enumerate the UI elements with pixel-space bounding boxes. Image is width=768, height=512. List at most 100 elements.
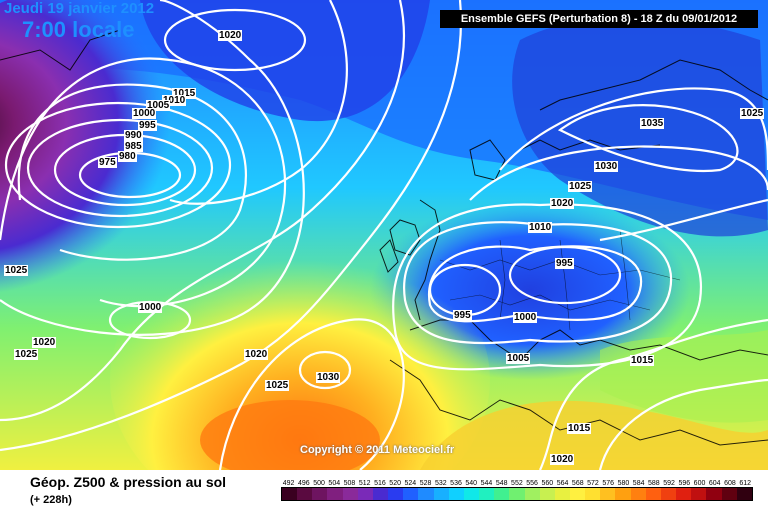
- scale-label: 492: [282, 480, 295, 487]
- isobar-label: 1020: [550, 198, 575, 209]
- isobar-label: 1030: [594, 161, 619, 172]
- isobar-label: 1005: [506, 353, 531, 364]
- scale-swatch: [691, 488, 707, 500]
- isobar-label: 1010: [528, 222, 553, 233]
- scale-swatch: [645, 488, 661, 500]
- isobar-label: 990: [124, 130, 143, 141]
- scale-label: 548: [495, 480, 508, 487]
- scale-swatch: [509, 488, 525, 500]
- geopotential-field: [0, 0, 768, 470]
- isobar-label: 1005: [146, 100, 171, 111]
- isobar-label: 1000: [138, 302, 163, 313]
- isobar-label: 1020: [32, 337, 57, 348]
- scale-swatch: [342, 488, 358, 500]
- scale-label: 600: [693, 480, 706, 487]
- scale-label: 532: [434, 480, 447, 487]
- scale-swatch: [388, 488, 404, 500]
- scale-label: 588: [648, 480, 660, 487]
- isobar-label: 1025: [265, 380, 290, 391]
- scale-label: 504: [328, 480, 341, 487]
- isobar-label: 1030: [316, 372, 341, 383]
- scale-label: 552: [511, 480, 523, 487]
- isobar-label: 1025: [568, 181, 593, 192]
- scale-swatch: [600, 488, 616, 500]
- isobar-label: 995: [138, 120, 157, 131]
- scale-swatch: [736, 488, 752, 500]
- scale-swatch: [312, 488, 328, 500]
- scale-label: 608: [724, 480, 736, 487]
- scale-label: 584: [632, 480, 645, 487]
- isobar-label: 1000: [132, 108, 157, 119]
- isobar-label: 1010: [162, 95, 187, 106]
- scale-swatch: [297, 488, 313, 500]
- scale-label: 572: [587, 480, 599, 487]
- isobar-label: 1020: [550, 454, 575, 465]
- scale-label: 612: [739, 480, 752, 487]
- scale-swatch: [676, 488, 692, 500]
- isobar-label: 1025: [14, 349, 39, 360]
- color-scale-swatches: [281, 487, 753, 501]
- copyright-text: Copyright © 2011 Meteociel.fr: [300, 444, 455, 456]
- scale-swatch: [539, 488, 555, 500]
- isobar-label: 1015: [630, 355, 655, 366]
- isobar-label: 1020: [218, 30, 243, 41]
- coastlines: [0, 29, 768, 446]
- scale-label: 512: [358, 480, 371, 487]
- scale-swatch: [721, 488, 737, 500]
- scale-swatch: [433, 488, 449, 500]
- scale-label: 576: [602, 480, 615, 487]
- forecast-lead-time: (+ 228h): [30, 494, 72, 506]
- map-title: Géop. Z500 & pression au sol: [30, 474, 227, 490]
- scale-label: 524: [404, 480, 417, 487]
- forecast-time: 7:00 locale: [22, 17, 135, 42]
- scale-swatch: [448, 488, 464, 500]
- scale-label: 500: [313, 480, 325, 487]
- scale-swatch: [403, 488, 419, 500]
- scale-label: 528: [419, 480, 432, 487]
- scale-swatch: [494, 488, 510, 500]
- isobar-label: 995: [555, 258, 574, 269]
- isobar-label: 1025: [740, 108, 765, 119]
- scale-swatch: [418, 488, 434, 500]
- isobar-label: 1025: [4, 265, 29, 276]
- scale-label: 596: [678, 480, 691, 487]
- scale-swatch: [357, 488, 373, 500]
- scale-label: 536: [450, 480, 462, 487]
- scale-swatch: [554, 488, 570, 500]
- scale-label: 568: [571, 480, 584, 487]
- scale-swatch: [585, 488, 601, 500]
- scale-swatch: [327, 488, 343, 500]
- scale-swatch: [524, 488, 540, 500]
- isobar-label: 980: [118, 151, 137, 162]
- scale-swatch: [282, 488, 298, 500]
- forecast-date: Jeudi 19 janvier 2012: [4, 0, 155, 17]
- scale-label: 592: [663, 480, 675, 487]
- scale-swatch: [615, 488, 631, 500]
- isobar-label: 1020: [244, 349, 269, 360]
- color-scale: 492 496 500 504 508 512 516 520 524 528 532 536 540 5…: [281, 480, 753, 501]
- scale-swatch: [479, 488, 495, 500]
- scale-swatch: [706, 488, 722, 500]
- scale-label: 520: [389, 480, 401, 487]
- scale-swatch: [372, 488, 389, 500]
- isobars: [0, 0, 768, 470]
- scale-label: 564: [556, 480, 569, 487]
- isobar-label: 995: [453, 310, 472, 321]
- scale-swatch: [630, 488, 646, 500]
- scale-label: 544: [480, 480, 493, 487]
- color-scale-labels: 492 496 500 504 508 512 516 520 524 528 532 536 540 5…: [281, 480, 753, 487]
- scale-label: 604: [708, 480, 721, 487]
- scale-label: 560: [541, 480, 554, 487]
- scale-label: 556: [526, 480, 538, 487]
- isobar-label: 1000: [513, 312, 538, 323]
- scale-label: 508: [343, 480, 356, 487]
- scale-swatch: [569, 488, 586, 500]
- scale-label: 580: [617, 480, 630, 487]
- model-run-label: Ensemble GEFS (Perturbation 8) - 18 Z du…: [440, 10, 758, 28]
- scale-swatch: [660, 488, 677, 500]
- isobar-label: 975: [98, 157, 117, 168]
- isobar-label: 1035: [640, 118, 665, 129]
- scale-label: 516: [374, 480, 386, 487]
- weather-map: 1020 1015 1010 1005 1000 995 990 985 980…: [0, 0, 768, 470]
- isobar-label: 1015: [172, 88, 197, 99]
